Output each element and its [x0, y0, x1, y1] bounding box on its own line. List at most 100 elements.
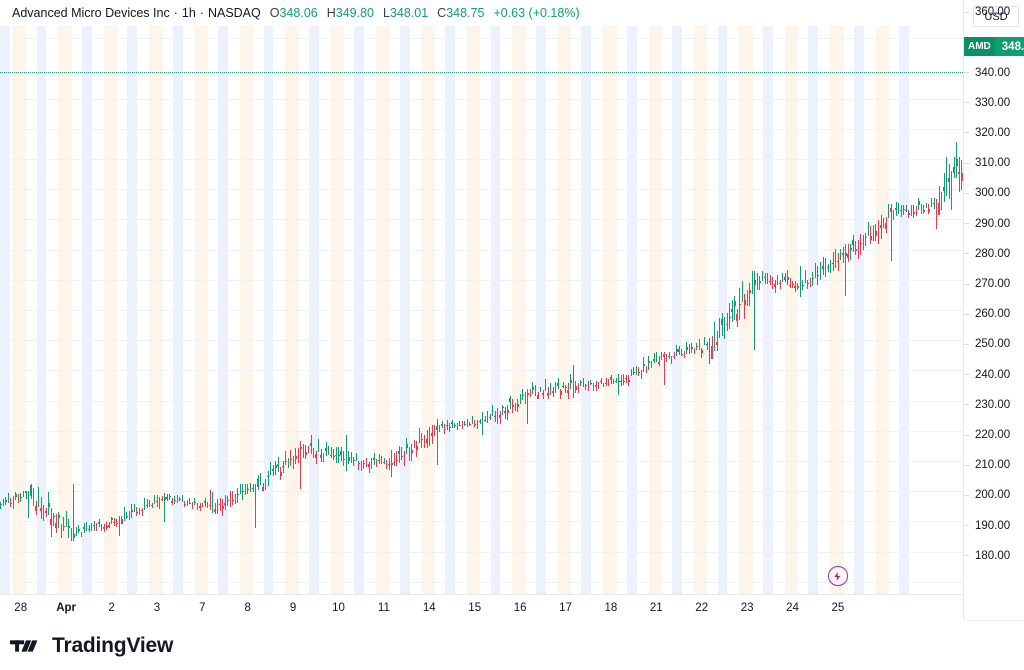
candle-wick	[857, 239, 859, 260]
candle-wick	[285, 450, 287, 465]
candle-body	[496, 415, 499, 418]
candle-wick	[509, 396, 511, 409]
candle-body	[847, 254, 850, 259]
candle-wick	[234, 494, 236, 505]
high-prefix: H	[326, 6, 336, 20]
candle-wick	[260, 473, 262, 486]
candle-wick	[350, 451, 352, 464]
currency-label[interactable]: USD	[973, 6, 1019, 27]
candle-body	[711, 346, 713, 360]
candle-body	[923, 209, 925, 213]
candle-body	[433, 430, 436, 433]
candle-body	[370, 463, 373, 465]
candle-body	[471, 418, 474, 421]
candle-body	[466, 422, 469, 424]
candle-body	[375, 462, 378, 464]
price-tick-label: 180.00	[975, 549, 1011, 562]
price-tick: 280.00	[964, 247, 1024, 261]
lightning-bolt-icon[interactable]	[827, 566, 848, 586]
candle-wick	[10, 498, 12, 507]
candlestick-series	[0, 26, 963, 594]
candle-wick	[343, 451, 345, 466]
candle-wick	[666, 353, 668, 362]
chart-plot-area[interactable]	[0, 26, 963, 594]
candle-body	[60, 528, 63, 535]
price-tick: 360.00	[964, 5, 1024, 19]
candle-body	[630, 371, 633, 374]
time-axis-label: 25	[831, 602, 845, 614]
candle-wick	[295, 447, 297, 465]
tick-mark	[964, 494, 969, 496]
candle-wick	[855, 240, 857, 256]
horizontal-gridlines	[0, 26, 963, 594]
candle-wick	[333, 449, 335, 461]
candle-body	[194, 502, 196, 503]
candle-wick	[802, 280, 804, 290]
price-tick-label: 300.00	[975, 187, 1011, 200]
candle-body	[128, 515, 131, 517]
candle-body	[254, 486, 257, 489]
candle-wick	[709, 337, 711, 364]
candle-body	[252, 487, 254, 489]
candle-body	[141, 509, 143, 511]
symbol-name[interactable]: Advanced Micro Devices Inc	[12, 6, 170, 20]
candle-body	[686, 347, 688, 350]
candle-body	[691, 347, 693, 349]
candle-body	[575, 385, 577, 391]
candle-body	[494, 415, 496, 418]
candle-body	[108, 524, 111, 527]
price-axis[interactable]: USD 360.00 340.00 330.00 320.00 310.00 300.00…	[963, 0, 1024, 620]
candle-body	[781, 276, 784, 280]
time-axis-label: 22	[695, 602, 709, 614]
candle-body	[897, 208, 900, 211]
candle-body	[552, 391, 554, 394]
candle-wick	[600, 377, 602, 385]
candle-body	[791, 284, 794, 286]
candle-body	[731, 308, 734, 312]
candle-body	[156, 501, 158, 503]
candle-wick	[807, 279, 809, 290]
candle-body	[456, 425, 459, 427]
candle-body	[638, 372, 640, 374]
candle-wick	[663, 352, 665, 385]
candle-body	[385, 463, 388, 465]
candle-body	[728, 316, 731, 318]
tick-mark	[964, 72, 969, 73]
candle-wick	[330, 447, 332, 459]
candle-wick	[623, 374, 625, 386]
candle-body	[350, 457, 353, 460]
candle-body	[363, 462, 365, 464]
candle-wick	[673, 351, 675, 360]
candle-body	[63, 525, 65, 527]
candle-body	[5, 500, 7, 502]
candle-body	[620, 381, 623, 382]
candle-body	[698, 343, 701, 346]
candle-body	[635, 369, 638, 371]
candle-body	[292, 459, 295, 464]
candle-body	[146, 505, 148, 507]
time-axis[interactable]: 28 Apr 2 3 7 8 9 10 11 14 15 16 17 18 21 22 23 24 25	[0, 594, 963, 621]
price-tick: 230.00	[964, 398, 1024, 412]
tradingview-brand[interactable]: TradingView	[10, 634, 173, 658]
candle-body	[809, 282, 812, 284]
candle-body	[184, 503, 186, 506]
candle-wick	[70, 527, 72, 542]
interval-label[interactable]: 1h	[181, 6, 196, 20]
candle-body	[423, 439, 426, 443]
candle-wick	[759, 276, 761, 290]
candle-body	[839, 251, 842, 256]
candle-wick	[681, 349, 683, 356]
candle-body	[723, 322, 726, 325]
candle-wick	[565, 385, 567, 394]
candle-body	[822, 265, 824, 269]
candle-body	[171, 501, 174, 503]
candle-body	[90, 525, 93, 528]
candle-body	[35, 505, 37, 511]
candle-body	[110, 518, 113, 521]
candle-wick	[401, 446, 403, 461]
candle-body	[852, 240, 855, 245]
candle-body	[57, 515, 60, 518]
candle-body	[267, 475, 269, 477]
candle-body	[345, 459, 348, 463]
candle-wick	[529, 388, 531, 397]
